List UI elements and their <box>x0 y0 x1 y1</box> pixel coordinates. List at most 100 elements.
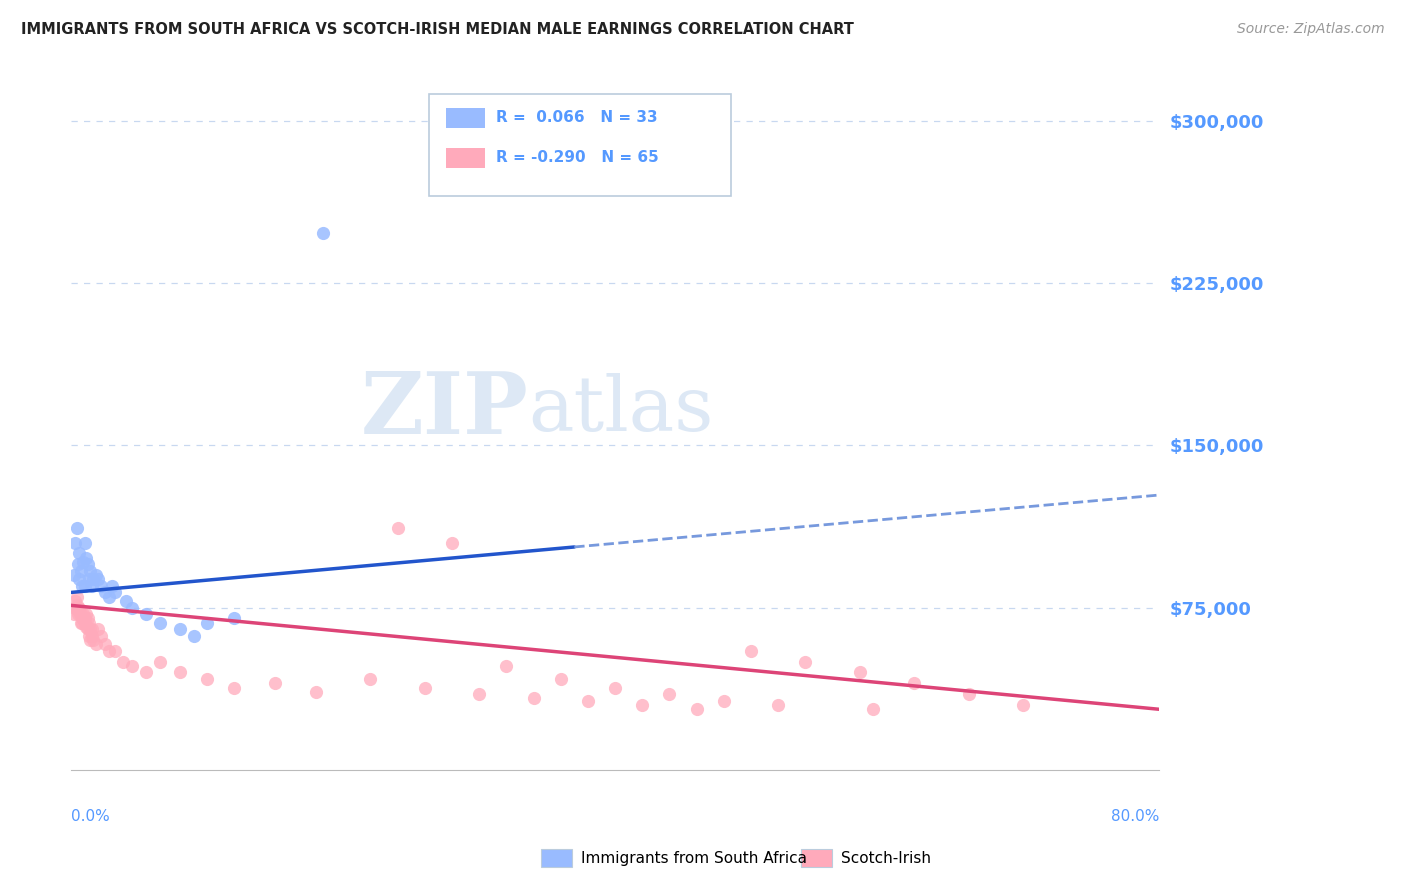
Text: 80.0%: 80.0% <box>1111 809 1159 824</box>
Point <box>82 573 104 587</box>
Point <box>75 620 97 634</box>
Point <box>67 600 90 615</box>
Point <box>72 555 94 569</box>
Point <box>77 615 100 630</box>
Point <box>90 629 112 643</box>
Point <box>87 573 110 587</box>
Point <box>67 558 90 572</box>
Point <box>413 681 436 695</box>
Point <box>72 611 94 625</box>
Point <box>65 535 87 549</box>
Point <box>67 573 90 587</box>
Point <box>495 659 517 673</box>
Point <box>65 600 87 615</box>
Point <box>94 637 117 651</box>
Point <box>70 579 93 593</box>
Text: R = -0.290   N = 65: R = -0.290 N = 65 <box>496 151 659 165</box>
Point <box>76 558 98 572</box>
Point <box>849 665 872 680</box>
Point <box>84 637 107 651</box>
Point <box>603 681 626 695</box>
Point <box>70 611 93 625</box>
Point <box>75 607 97 621</box>
Point <box>149 655 172 669</box>
Text: Scotch-Irish: Scotch-Irish <box>841 851 931 865</box>
Point <box>468 687 491 701</box>
Point <box>114 594 136 608</box>
Point <box>82 633 104 648</box>
Point <box>740 644 762 658</box>
Point <box>903 676 925 690</box>
Point <box>67 546 90 560</box>
Point <box>862 702 884 716</box>
Point <box>67 607 90 621</box>
Point <box>149 615 172 630</box>
Text: atlas: atlas <box>529 373 713 447</box>
Point <box>387 520 409 534</box>
Text: Immigrants from South Africa: Immigrants from South Africa <box>581 851 807 865</box>
Text: Source: ZipAtlas.com: Source: ZipAtlas.com <box>1237 22 1385 37</box>
Text: 0.0%: 0.0% <box>72 809 110 824</box>
Text: ZIP: ZIP <box>360 368 529 451</box>
Point <box>94 585 117 599</box>
Point <box>75 550 97 565</box>
Point <box>76 611 98 625</box>
Point <box>135 607 157 621</box>
Point <box>87 622 110 636</box>
Point <box>305 685 328 699</box>
Point <box>63 568 86 582</box>
Point <box>79 633 101 648</box>
Point <box>65 594 87 608</box>
Point <box>79 564 101 578</box>
Point <box>195 615 218 630</box>
Point <box>67 603 90 617</box>
Point <box>63 607 86 621</box>
Point <box>169 622 191 636</box>
Point <box>104 644 127 658</box>
Point <box>77 573 100 587</box>
Point <box>66 520 89 534</box>
Point <box>522 691 544 706</box>
Point <box>1012 698 1035 712</box>
Point <box>312 226 335 240</box>
Point <box>101 579 124 593</box>
Point <box>550 672 572 686</box>
Point <box>73 615 96 630</box>
Point <box>195 672 218 686</box>
Point <box>80 622 103 636</box>
Point <box>69 615 91 630</box>
Point <box>121 659 143 673</box>
Point <box>69 564 91 578</box>
Point <box>686 702 709 716</box>
Point <box>359 672 381 686</box>
Point <box>576 693 599 707</box>
Point <box>98 590 121 604</box>
Point <box>70 615 93 630</box>
Point <box>224 611 246 625</box>
Point <box>768 698 790 712</box>
Point <box>84 568 107 582</box>
Point <box>77 629 100 643</box>
Point <box>80 579 103 593</box>
Point <box>67 605 90 619</box>
Point <box>90 579 112 593</box>
Point <box>73 535 96 549</box>
Point <box>121 600 143 615</box>
Point <box>80 629 103 643</box>
Point <box>72 607 94 621</box>
Point <box>79 622 101 636</box>
Point <box>183 629 205 643</box>
Point <box>169 665 191 680</box>
Point <box>631 698 654 712</box>
Point <box>98 644 121 658</box>
Point <box>713 693 735 707</box>
Point <box>264 676 287 690</box>
Point <box>76 622 98 636</box>
Point <box>111 655 134 669</box>
Point <box>69 607 91 621</box>
Point <box>66 599 89 613</box>
Point <box>66 590 89 604</box>
Text: R =  0.066   N = 33: R = 0.066 N = 33 <box>496 111 658 125</box>
Point <box>224 681 246 695</box>
Point <box>957 687 980 701</box>
